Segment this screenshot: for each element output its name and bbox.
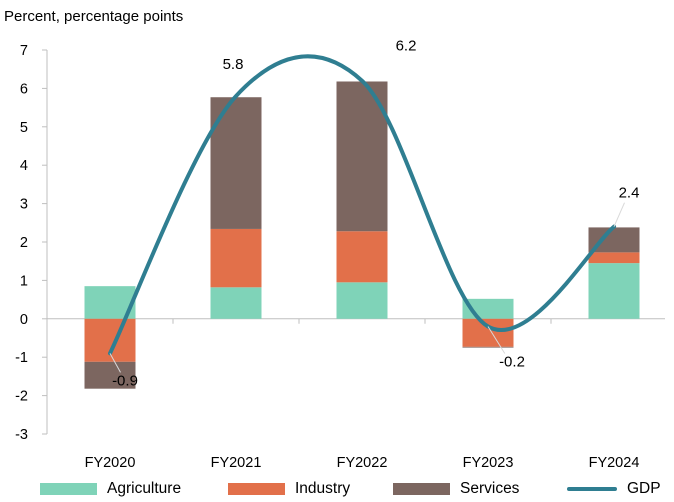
- bar-industry-fy2022: [336, 231, 388, 283]
- legend-label-services: Services: [460, 480, 520, 497]
- gdp-data-label: 6.2: [396, 38, 417, 55]
- legend-swatch-gdp: [567, 487, 617, 491]
- y-axis-unit-label: Percent, percentage points: [4, 8, 184, 25]
- y-tick-label: 5: [20, 120, 28, 136]
- bar-services-fy2023: [462, 346, 514, 348]
- bar-agriculture-fy2022: [336, 282, 388, 319]
- legend-item-gdp: GDP: [567, 480, 661, 498]
- chart-plot: -3 -2 -1 0 1 2 3 4 5 6 7 FY2020 FY2021 FY2022 FY2023 FY…: [15, 38, 665, 471]
- legend-swatch-agriculture: [40, 483, 97, 495]
- y-tick-label: -1: [15, 350, 28, 366]
- y-tick-label: 0: [20, 312, 28, 328]
- gdp-line: [108, 54, 616, 356]
- legend-item-services: Services: [393, 480, 519, 498]
- gdp-data-label: -0.9: [112, 372, 138, 389]
- x-category-label: FY2021: [211, 455, 262, 471]
- bar-industry-fy2024: [588, 252, 640, 264]
- x-category-label: FY2020: [85, 455, 136, 471]
- x-category-label: FY2023: [463, 455, 514, 471]
- data-label-leader: [487, 326, 506, 354]
- y-tick-label: 6: [20, 81, 28, 97]
- y-tick-label: 3: [20, 197, 28, 213]
- x-category-label: FY2022: [337, 455, 388, 471]
- y-tick-label: 4: [20, 158, 28, 174]
- y-tick-label: 7: [20, 43, 28, 59]
- bar-services-fy2020: [84, 361, 136, 389]
- bar-agriculture-fy2024: [588, 263, 640, 319]
- gdp-data-label: 5.8: [223, 56, 244, 73]
- legend-item-agriculture: Agriculture: [40, 480, 181, 498]
- gdp-data-label: 2.4: [619, 185, 640, 202]
- y-tick-label: -3: [15, 427, 28, 443]
- y-tick-label: 2: [20, 235, 28, 251]
- y-tick-label: 1: [20, 273, 28, 289]
- legend-swatch-industry: [228, 483, 285, 495]
- legend-swatch-services: [393, 483, 450, 495]
- legend-item-industry: Industry: [228, 480, 350, 498]
- gdp-data-label: -0.2: [499, 353, 525, 370]
- data-label-leader: [613, 202, 625, 227]
- bar-agriculture-fy2021: [210, 287, 262, 319]
- y-tick-label: -2: [15, 389, 28, 405]
- bar-industry-fy2023: [462, 318, 514, 347]
- chart-legend: Agriculture Industry Services GDP: [0, 480, 674, 502]
- legend-label-industry: Industry: [295, 480, 351, 497]
- bar-industry-fy2021: [210, 228, 262, 288]
- legend-label-agriculture: Agriculture: [107, 480, 182, 497]
- legend-label-gdp: GDP: [627, 480, 661, 497]
- x-category-label: FY2024: [589, 455, 640, 471]
- data-label-leader: [109, 353, 121, 373]
